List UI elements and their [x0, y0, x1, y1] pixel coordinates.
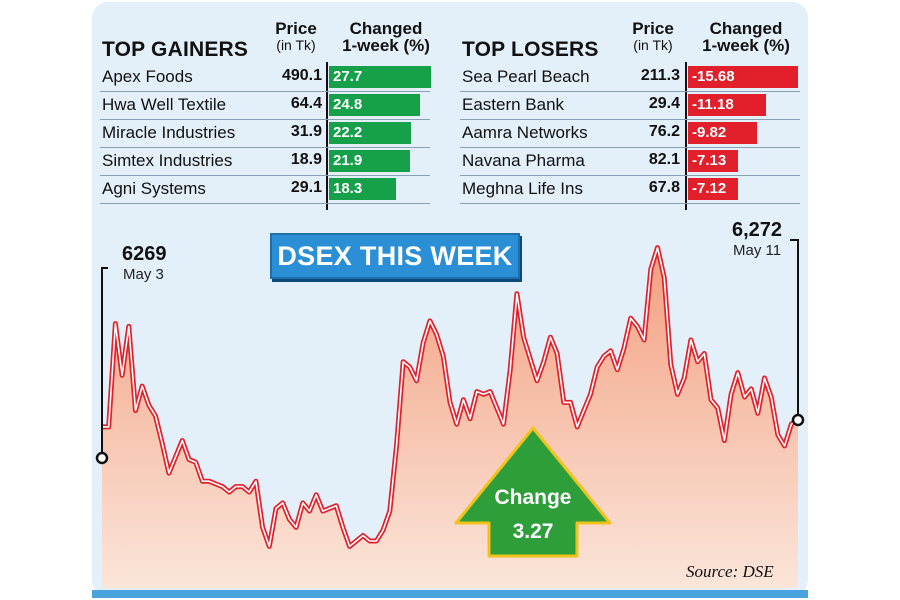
- company-price: 18.9: [290, 151, 322, 168]
- gainers-change-label: Changed: [349, 19, 423, 38]
- gain-bar: 22.2: [329, 122, 411, 144]
- gainers-title: TOP GAINERS: [102, 38, 249, 61]
- losers-row: Meghna Life Ins 67.8 -7.12: [460, 175, 800, 204]
- company-name: Sea Pearl Beach: [462, 67, 590, 86]
- loss-value: -11.18: [692, 96, 734, 113]
- gainers-price-header: Price (in Tk): [266, 20, 326, 54]
- company-price: 76.2: [648, 123, 680, 140]
- loss-value: -9.82: [692, 124, 727, 141]
- company-price: 490.1: [281, 67, 322, 84]
- gainers-change-header: Changed 1-week (%): [334, 20, 438, 54]
- losers-price-label: Price: [632, 19, 674, 38]
- gain-bar: 21.9: [329, 150, 410, 172]
- company-price: 29.1: [290, 179, 322, 196]
- gainers-price-unit: (in Tk): [276, 37, 316, 53]
- company-name: Simtex Industries: [102, 151, 233, 170]
- losers-change-period: 1-week (%): [702, 36, 790, 55]
- source-note: Source: DSE: [686, 562, 774, 581]
- chart-title: DSEX THIS WEEK: [270, 233, 520, 279]
- gainers-row: Simtex Industries 18.9 21.9: [100, 147, 430, 176]
- losers-change-header: Changed 1-week (%): [694, 20, 798, 54]
- start-bracket: [101, 267, 108, 458]
- gainers-change-period: 1-week (%): [342, 36, 430, 55]
- company-price: 67.8: [648, 179, 680, 196]
- loss-value: -7.12: [692, 180, 727, 197]
- company-name: Apex Foods: [102, 67, 193, 86]
- start-point-marker: [95, 451, 109, 465]
- gainers-price-label: Price: [275, 19, 317, 38]
- company-name: Aamra Networks: [462, 123, 588, 142]
- end-bracket: [790, 239, 799, 420]
- gain-bar: 27.7: [329, 66, 431, 88]
- company-price: 31.9: [290, 123, 322, 140]
- chart-line: [102, 246, 799, 548]
- losers-divider: [685, 62, 687, 210]
- loss-bar: -15.68: [688, 66, 798, 88]
- company-name: Agni Systems: [102, 179, 206, 198]
- losers-change-label: Changed: [709, 19, 783, 38]
- company-name: Navana Pharma: [462, 151, 585, 170]
- chart-area-fill: [102, 247, 798, 588]
- losers-price-unit: (in Tk): [633, 37, 673, 53]
- losers-title: TOP LOSERS: [462, 38, 599, 61]
- loss-value: -15.68: [692, 68, 735, 85]
- gain-value: 27.7: [333, 68, 363, 85]
- losers-row: Navana Pharma 82.1 -7.13: [460, 147, 800, 176]
- company-name: Meghna Life Ins: [462, 179, 583, 198]
- company-name: Hwa Well Textile: [102, 95, 227, 114]
- company-price: 211.3: [640, 67, 680, 84]
- dsex-line-chart: [95, 239, 805, 588]
- change-value: 3.27: [512, 520, 554, 543]
- loss-value: -7.13: [692, 152, 727, 169]
- loss-bar: -9.82: [688, 122, 757, 144]
- gain-bar: 18.3: [329, 178, 396, 200]
- losers-row: Sea Pearl Beach 211.3 -15.68: [460, 63, 800, 92]
- gain-bar: 24.8: [329, 94, 420, 116]
- end-date: May 11: [733, 242, 782, 259]
- company-price: 64.4: [290, 95, 322, 112]
- losers-row: Aamra Networks 76.2 -9.82: [460, 119, 800, 148]
- top-losers-table: TOP LOSERS Price (in Tk) Changed 1-week …: [460, 18, 805, 210]
- bottom-strip: [92, 590, 808, 598]
- loss-bar: -7.12: [688, 178, 738, 200]
- company-price: 29.4: [648, 95, 680, 112]
- start-value: 6269: [122, 243, 167, 265]
- gainers-row: Agni Systems 29.1 18.3: [100, 175, 430, 204]
- end-point-marker: [791, 413, 805, 427]
- gainers-divider: [326, 62, 328, 210]
- losers-row: Eastern Bank 29.4 -11.18: [460, 91, 800, 120]
- gainers-row: Hwa Well Textile 64.4 24.8: [100, 91, 430, 120]
- loss-bar: -11.18: [688, 94, 766, 116]
- up-arrow-icon: [454, 426, 612, 558]
- company-name: Miracle Industries: [102, 123, 236, 142]
- change-label: Change: [494, 486, 572, 509]
- loss-bar: -7.13: [688, 150, 738, 172]
- gain-value: 24.8: [333, 96, 363, 113]
- gain-value: 18.3: [333, 180, 363, 197]
- gainers-row: Miracle Industries 31.9 22.2: [100, 119, 430, 148]
- top-gainers-table: TOP GAINERS Price (in Tk) Changed 1-week…: [100, 18, 440, 210]
- gain-value: 21.9: [333, 152, 363, 169]
- company-name: Eastern Bank: [462, 95, 565, 114]
- start-date: May 3: [123, 266, 164, 283]
- losers-price-header: Price (in Tk): [623, 20, 683, 54]
- gain-value: 22.2: [333, 124, 363, 141]
- end-value: 6,272: [732, 219, 783, 241]
- gainers-row: Apex Foods 490.1 27.7: [100, 63, 431, 92]
- company-price: 82.1: [648, 151, 680, 168]
